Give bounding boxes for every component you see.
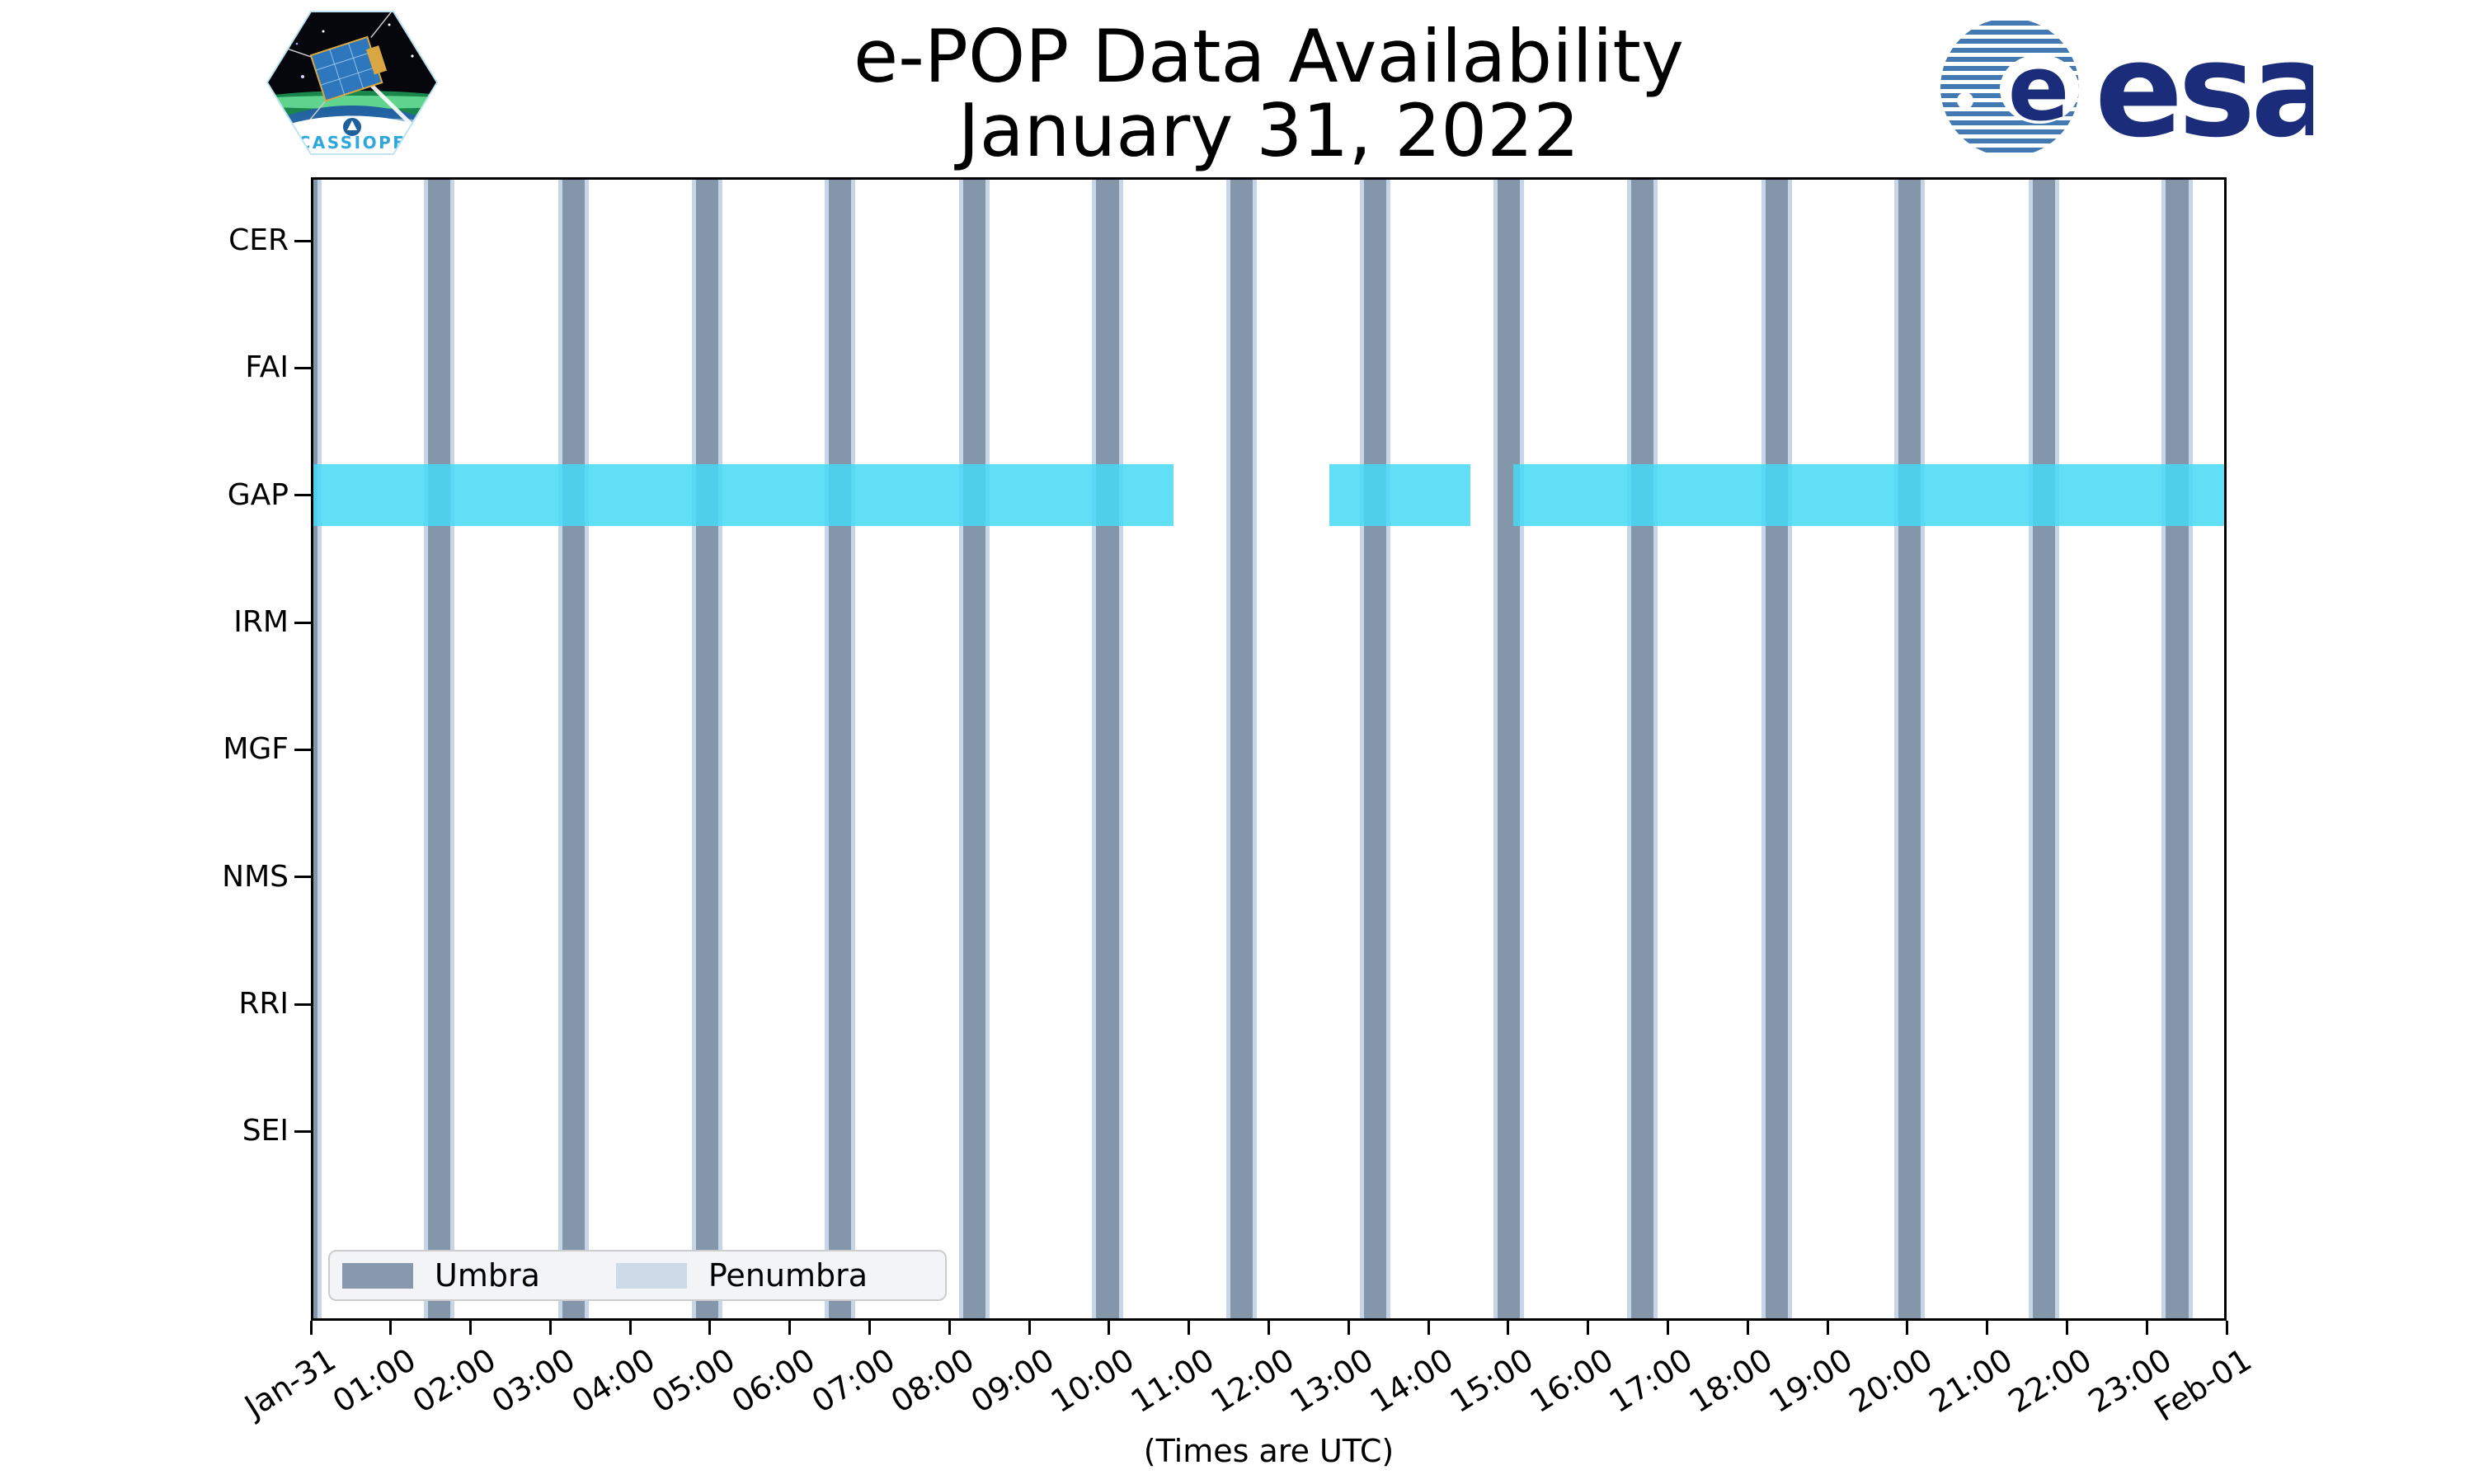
chart-title-line1: e-POP Data Availability — [853, 14, 1684, 99]
x-tick — [1028, 1321, 1031, 1335]
legend-swatch-penumbra — [615, 1262, 687, 1289]
umbra-bar — [2028, 180, 2059, 1318]
legend-item-umbra: Umbra — [342, 1257, 540, 1294]
chart-title-line2: January 31, 2022 — [957, 88, 1580, 173]
esa-globe-icon: e — [1940, 18, 2079, 157]
x-tick — [1826, 1321, 1829, 1335]
y-tick-label-gap: GAP — [227, 477, 289, 512]
umbra-bar — [1092, 180, 1123, 1318]
x-tick — [309, 1321, 313, 1335]
x-tick — [1268, 1321, 1270, 1335]
y-tick-label-rri: RRI — [238, 987, 289, 1021]
plot-area: Umbra Penumbra — [311, 177, 2227, 1321]
umbra-bar — [313, 180, 322, 1318]
umbra-bar — [958, 180, 990, 1318]
umbra-bar — [1359, 180, 1390, 1318]
cassiope-mission-badge: CASSIOPE — [266, 11, 439, 155]
y-tick-label-mgf: MGF — [223, 732, 289, 767]
x-tick — [2145, 1321, 2148, 1335]
x-tick — [708, 1321, 712, 1335]
availability-bar-gap — [1512, 464, 2224, 527]
esa-wordmark: esa — [2095, 15, 2313, 167]
umbra-bar — [1226, 180, 1258, 1318]
x-tick — [1188, 1321, 1191, 1335]
umbra-bar — [691, 180, 722, 1318]
cassiope-badge-label: CASSIOPE — [299, 133, 407, 153]
x-tick — [1986, 1321, 1989, 1335]
x-tick — [1507, 1321, 1510, 1335]
legend-item-penumbra: Penumbra — [615, 1257, 868, 1294]
y-tick-label-cer: CER — [228, 223, 289, 257]
x-tick — [1587, 1321, 1590, 1335]
availability-bar-gap — [1329, 464, 1471, 527]
x-tick — [1746, 1321, 1749, 1335]
umbra-bar — [1761, 180, 1792, 1318]
availability-bar-gap — [313, 464, 1174, 527]
y-tick — [294, 1129, 311, 1133]
umbra-bar — [1493, 180, 1525, 1318]
umbra-bar — [1626, 180, 1658, 1318]
y-tick — [294, 239, 311, 242]
legend-label-umbra: Umbra — [435, 1257, 540, 1294]
x-tick — [868, 1321, 872, 1335]
x-axis-label: (Times are UTC) — [1143, 1433, 1395, 1469]
x-tick — [1427, 1321, 1430, 1335]
y-tick-label-nms: NMS — [222, 859, 289, 894]
x-tick — [389, 1321, 393, 1335]
legend: Umbra Penumbra — [328, 1250, 947, 1301]
y-tick — [294, 1003, 311, 1006]
x-tick — [1347, 1321, 1350, 1335]
esa-globe-e: e — [2008, 35, 2070, 141]
satellite-illustration — [267, 12, 402, 135]
umbra-bar — [825, 180, 856, 1318]
y-tick — [294, 621, 311, 624]
y-tick — [294, 366, 311, 369]
legend-label-penumbra: Penumbra — [708, 1257, 868, 1294]
x-tick — [2065, 1321, 2068, 1335]
x-tick — [1906, 1321, 1909, 1335]
x-tick — [628, 1321, 632, 1335]
umbra-bar — [2161, 180, 2193, 1318]
x-tick — [1666, 1321, 1669, 1335]
y-tick — [294, 748, 311, 751]
y-tick-label-sei: SEI — [242, 1114, 289, 1148]
esa-logo: e esa — [1940, 15, 2313, 167]
legend-swatch-umbra — [342, 1262, 413, 1289]
umbra-bar — [424, 180, 455, 1318]
x-tick — [548, 1321, 552, 1335]
x-tick — [469, 1321, 473, 1335]
x-tick — [2225, 1321, 2228, 1335]
umbra-bar — [557, 180, 590, 1318]
y-tick-label-irm: IRM — [233, 605, 289, 640]
y-tick — [294, 876, 311, 879]
x-tick — [948, 1321, 951, 1335]
umbra-bar — [1894, 180, 1926, 1318]
x-tick — [1108, 1321, 1111, 1335]
x-tick — [788, 1321, 792, 1335]
y-tick-label-fai: FAI — [245, 350, 289, 385]
y-tick — [294, 494, 311, 497]
chart-title: e-POP Data Availability January 31, 2022 — [311, 20, 2227, 168]
